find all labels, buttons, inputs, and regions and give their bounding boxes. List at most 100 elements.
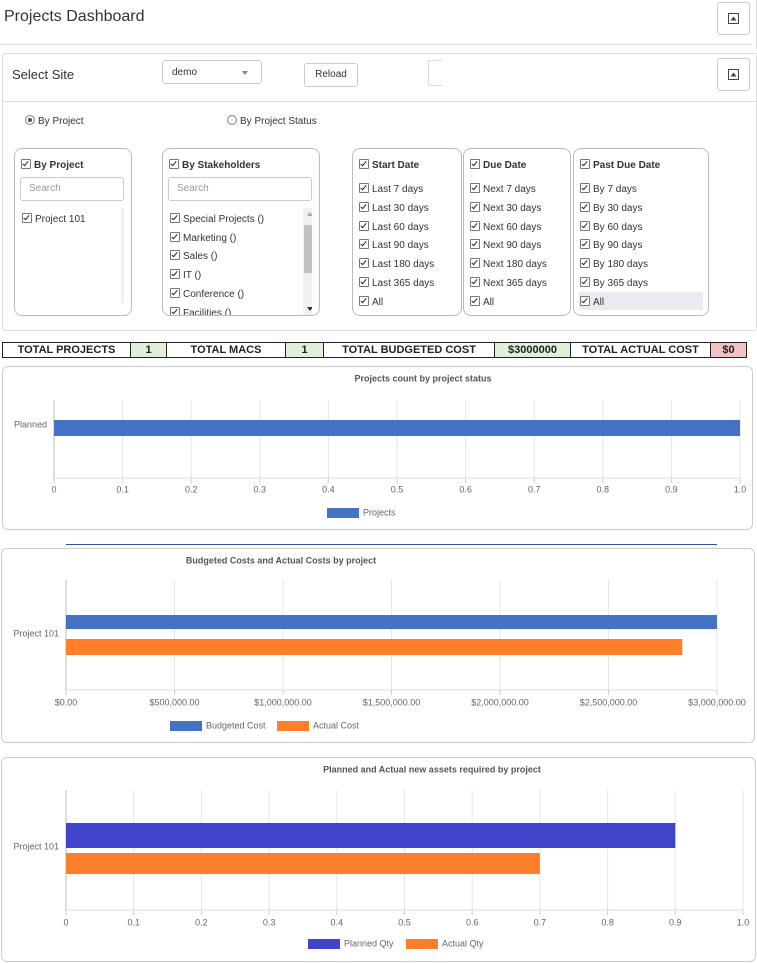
filter-item[interactable]: Last 90 days [359,239,429,251]
checkbox[interactable] [580,183,590,193]
filter-item[interactable]: Next 30 days [470,201,541,214]
checkbox[interactable] [359,239,369,250]
checkbox[interactable] [359,258,369,269]
filter-item[interactable]: Last 7 days [359,183,423,195]
checkbox[interactable] [359,220,369,231]
checkbox[interactable] [359,277,369,287]
legend-label: Planned Qty [344,938,394,948]
filter-item[interactable]: All [470,295,495,308]
filter-item[interactable]: Special Projects () [170,213,264,225]
filter-item[interactable]: Conference () [170,287,245,300]
filter-item-label: IT () [183,270,202,282]
checkbox[interactable] [470,295,480,306]
filter-item[interactable]: Next 365 days [470,277,547,289]
radio-option[interactable]: By Project Status [227,115,317,127]
filter-item-label: All [372,296,384,308]
filter-title: By Project [34,160,84,171]
checkbox[interactable] [359,201,369,212]
filter-header[interactable]: By Stakeholders [169,159,260,171]
checkbox[interactable] [470,201,480,212]
filter-item[interactable]: By 30 days [580,201,643,214]
search-input[interactable]: Search [20,177,124,201]
filter-item[interactable]: Last 365 days [359,277,434,289]
filter-item[interactable]: Sales () [170,250,217,262]
checkbox[interactable] [22,213,32,223]
checkbox[interactable] [580,277,590,287]
checkbox[interactable] [170,231,180,242]
legend-swatch [277,721,309,731]
checkbox[interactable] [170,287,180,298]
legend-swatch [308,939,340,949]
filter-item-label: By 30 days [593,202,643,214]
filter-item[interactable]: Next 180 days [470,258,547,270]
x-tick-label: 0 [63,917,68,927]
checkbox[interactable] [359,183,369,193]
filter-item[interactable]: Facilities () [170,306,231,315]
x-tick-label: 0.3 [254,484,267,494]
legend-label: Budgeted Cost [206,720,266,730]
checkbox[interactable] [580,258,590,269]
checkbox[interactable] [580,159,590,169]
filter-item-label: Last 365 days [372,278,435,289]
collapse-button[interactable] [717,2,750,35]
checkbox[interactable] [470,183,480,193]
collapse-icon [728,69,739,80]
filter-header[interactable]: Past Due Date [580,159,660,171]
filter-item[interactable]: By 365 days [580,277,648,289]
checkbox[interactable] [170,250,180,261]
search-input[interactable]: Search [168,177,312,201]
bar [66,639,683,655]
filter-item[interactable]: Marketing () [170,231,237,244]
checkbox[interactable] [170,213,180,223]
checkbox[interactable] [580,201,590,212]
checkbox[interactable] [470,277,480,287]
checkbox[interactable] [580,295,590,306]
radio[interactable] [227,115,237,125]
filter-header[interactable]: Start Date [359,159,419,171]
checkbox[interactable] [470,220,480,231]
collapse-button[interactable] [717,58,750,91]
filter-item-label: Marketing () [183,232,237,244]
checkbox[interactable] [580,239,590,250]
filter-header[interactable]: Due Date [470,159,526,171]
filter-item-label: Conference () [183,288,245,300]
radio[interactable] [25,115,35,125]
filter-item[interactable]: By 90 days [580,239,642,251]
checkbox[interactable] [169,159,179,169]
filter-item[interactable]: Next 60 days [470,220,542,233]
filter-item[interactable]: Next 7 days [470,183,536,195]
filter-item[interactable]: Next 90 days [470,239,541,251]
filter-item-label: Last 180 days [372,259,435,271]
checkbox[interactable] [21,159,31,169]
filter-item[interactable]: By 7 days [580,183,637,195]
checkbox[interactable] [470,239,480,250]
filter-item[interactable]: Project 101 [22,213,86,225]
checkbox[interactable] [170,269,180,280]
filter-item-label: Project 101 [35,214,86,225]
filter-item-label: All [483,296,495,308]
filter-item[interactable]: Last 30 days [359,201,429,214]
site-dropdown[interactable]: demo [162,60,262,84]
reload-button[interactable]: Reload [304,63,358,87]
filter-item-label: Last 90 days [372,240,429,252]
checkbox[interactable] [359,159,369,169]
filter-box: Start Date Last 7 days Last 30 days Last 60… [352,148,462,316]
legend-swatch [170,721,202,731]
filter-item[interactable]: By 60 days [580,220,642,233]
filter-item[interactable]: Last 180 days [359,258,434,270]
filter-item[interactable]: All [359,295,384,308]
radio-option[interactable]: By Project [25,115,84,127]
filter-item-label: Next 60 days [483,221,542,233]
checkbox[interactable] [170,306,180,315]
checkbox[interactable] [359,295,369,306]
checkbox[interactable] [470,159,480,169]
filter-item[interactable]: All [580,295,604,308]
filter-header[interactable]: By Project [21,159,83,171]
filter-item[interactable]: IT () [170,269,201,281]
filter-item[interactable]: Last 60 days [359,220,429,233]
total-value: $0 [710,342,747,358]
checkbox[interactable] [470,258,480,269]
total-value: 1 [130,342,167,358]
checkbox[interactable] [580,220,590,231]
filter-item[interactable]: By 180 days [580,258,648,270]
